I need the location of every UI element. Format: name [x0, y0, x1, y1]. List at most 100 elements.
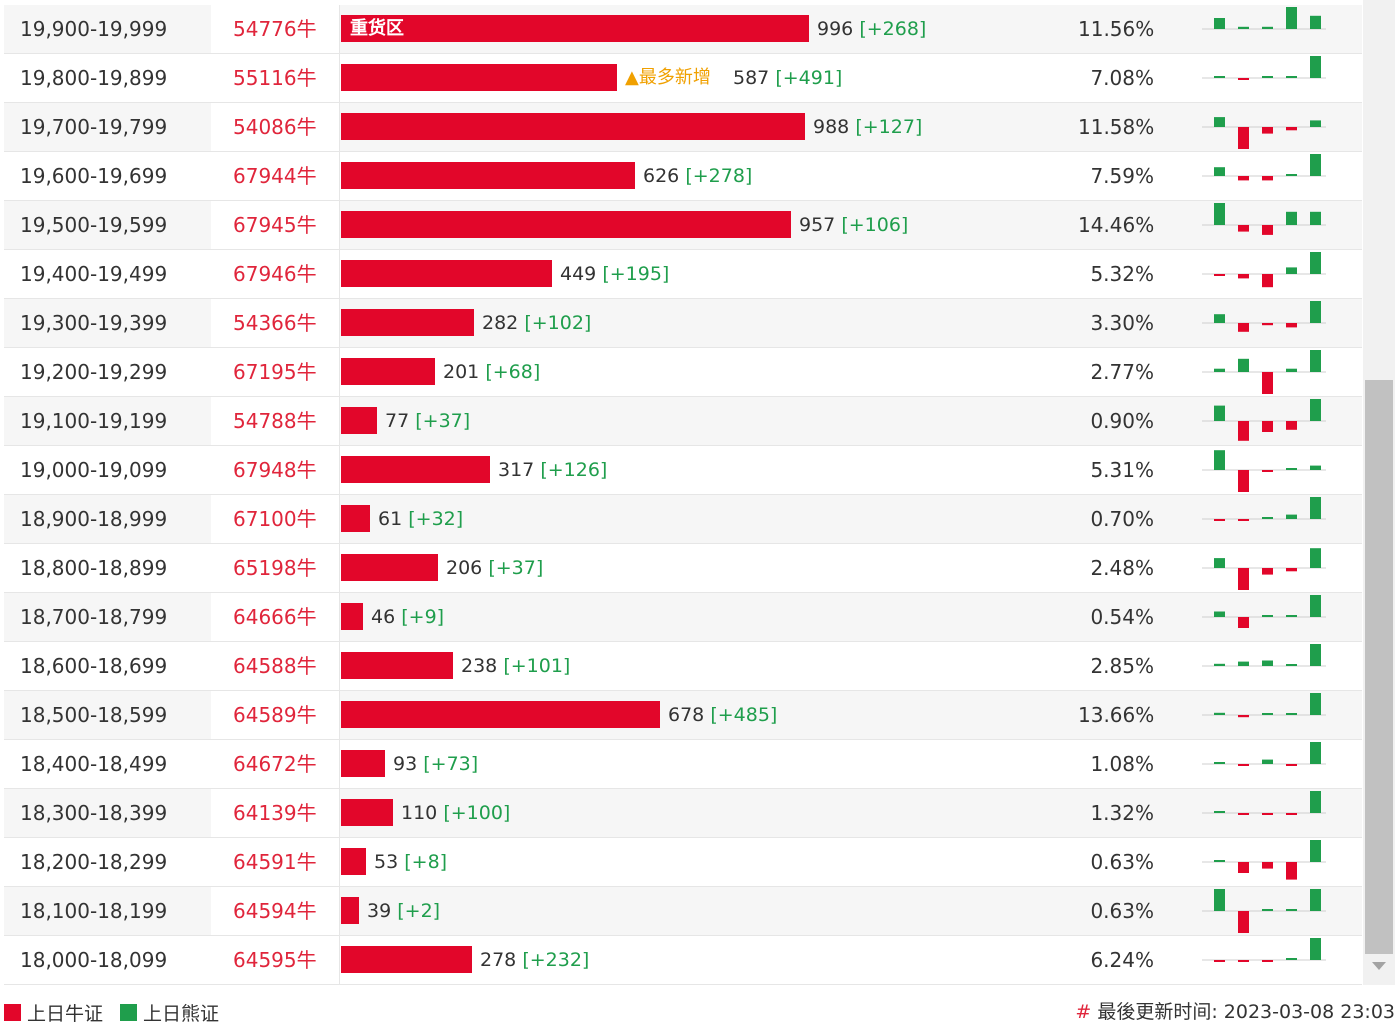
warrant-code-link[interactable]: 54788牛	[233, 409, 317, 433]
sparkline-bar	[1262, 960, 1273, 962]
count-change: [+101]	[503, 655, 571, 677]
warrant-code-link[interactable]: 67948牛	[233, 458, 317, 482]
volume-bar	[341, 652, 453, 679]
code-cell-background	[211, 593, 339, 641]
trend-sparkline	[1202, 252, 1326, 288]
code-cell-background	[211, 544, 339, 592]
code-cell-background	[211, 887, 339, 935]
sparkline-bar	[1214, 76, 1225, 78]
sparkline-bar	[1310, 301, 1321, 323]
price-range: 18,500-18,599	[20, 703, 168, 727]
code-cell-background	[211, 642, 339, 690]
warrant-code-link[interactable]: 67195牛	[233, 360, 317, 384]
sparkline-bar	[1214, 960, 1225, 962]
price-range: 18,200-18,299	[20, 850, 168, 874]
count-text: 61 [+32]	[378, 495, 463, 543]
sparkline-bar	[1214, 519, 1225, 521]
sparkline-bar	[1262, 517, 1273, 519]
warrant-code-link[interactable]: 67946牛	[233, 262, 317, 286]
warrant-code-link[interactable]: 65198牛	[233, 556, 317, 580]
trend-sparkline	[1202, 840, 1326, 880]
warrant-code-link[interactable]: 54776牛	[233, 17, 317, 41]
sparkline-bar	[1286, 813, 1297, 815]
warrant-code-link[interactable]: 64591牛	[233, 850, 317, 874]
sparkline-bar	[1214, 450, 1225, 470]
price-range: 19,900-19,999	[20, 17, 168, 41]
volume-bar	[341, 162, 635, 189]
warrant-code-link[interactable]: 64666牛	[233, 605, 317, 629]
sparkline-bar	[1262, 76, 1273, 78]
sparkline-bar	[1238, 78, 1249, 80]
warrant-code-link[interactable]: 67944牛	[233, 164, 317, 188]
trend-sparkline	[1202, 791, 1326, 815]
count-change: [+37]	[415, 410, 471, 432]
sparkline-bar	[1262, 421, 1273, 432]
warrant-code-link[interactable]: 64672牛	[233, 752, 317, 776]
percentage: 1.32%	[1090, 801, 1154, 825]
price-range: 18,900-18,999	[20, 507, 168, 531]
warrant-code-link[interactable]: 64588牛	[233, 654, 317, 678]
trend-sparkline	[1202, 117, 1326, 149]
count-text: 53 [+8]	[374, 838, 447, 886]
sparkline-bar	[1214, 712, 1225, 715]
sparkline-bar	[1238, 911, 1249, 933]
warrant-code-link[interactable]: 64594牛	[233, 899, 317, 923]
warrant-code-link[interactable]: 54366牛	[233, 311, 317, 335]
count-value: 110	[401, 802, 438, 824]
count-text: 988 [+127]	[813, 103, 922, 151]
warrant-code-link[interactable]: 54086牛	[233, 115, 317, 139]
trend-sparkline	[1202, 497, 1326, 521]
code-cell-background	[211, 103, 339, 151]
count-value: 587	[733, 67, 770, 89]
percentage: 2.77%	[1090, 360, 1154, 384]
price-range: 19,600-19,699	[20, 164, 168, 188]
sparkline-bar	[1262, 274, 1273, 288]
sparkline-bar	[1286, 76, 1297, 78]
legend-bear-label: 上日熊证	[143, 1002, 220, 1025]
bear-swatch-icon	[120, 1003, 138, 1021]
table-row: 19,700-19,799 54086牛 988 [+127] 11.58%	[4, 103, 1362, 152]
price-range: 18,100-18,199	[20, 899, 168, 923]
warrant-code-link[interactable]: 64595牛	[233, 948, 317, 972]
warrant-code-link[interactable]: 67100牛	[233, 507, 317, 531]
percentage: 7.08%	[1090, 66, 1154, 90]
sparkline-bar	[1238, 617, 1249, 628]
count-value: 988	[813, 116, 850, 138]
sparkline-bar	[1286, 174, 1297, 176]
percentage: 11.58%	[1078, 115, 1155, 139]
price-range: 19,700-19,799	[20, 115, 168, 139]
count-text: 77 [+37]	[385, 397, 470, 445]
warrant-code-link[interactable]: 64139牛	[233, 801, 317, 825]
code-cell-background	[211, 348, 339, 396]
count-value: 278	[480, 949, 517, 971]
sparkline-bar	[1310, 497, 1321, 519]
table-row: 18,000-18,099 64595牛 278 [+232] 6.24%	[4, 936, 1362, 985]
warrant-code-link[interactable]: 67945牛	[233, 213, 317, 237]
price-range: 19,100-19,199	[20, 409, 168, 433]
count-text: 206 [+37]	[446, 544, 543, 592]
code-cell-background	[211, 397, 339, 445]
volume-bar	[341, 113, 805, 140]
table-row: 19,900-19,999 54776牛 重货区 996 [+268] 11.56%	[4, 5, 1362, 54]
legend-item-bull: 上日牛证	[4, 999, 103, 1026]
price-range: 19,300-19,399	[20, 311, 168, 335]
sparkline-bar	[1286, 211, 1297, 225]
scrollbar-thumb[interactable]	[1365, 380, 1393, 954]
price-range: 18,000-18,099	[20, 948, 168, 972]
warrant-code-link[interactable]: 64589牛	[233, 703, 317, 727]
sparkline-bar	[1238, 127, 1249, 149]
warrant-code-link[interactable]: 55116牛	[233, 66, 317, 90]
count-change: [+485]	[710, 704, 778, 726]
table-row: 19,600-19,699 67944牛 626 [+278] 7.59%	[4, 152, 1362, 201]
count-change: [+2]	[397, 900, 441, 922]
table-row: 19,300-19,399 54366牛 282 [+102] 3.30%	[4, 299, 1362, 348]
sparkline-bar	[1310, 120, 1321, 127]
count-value: 957	[799, 214, 836, 236]
count-change: [+127]	[855, 116, 923, 138]
scroll-down-arrow-icon[interactable]	[1372, 962, 1386, 970]
volume-bar	[341, 309, 474, 336]
sparkline-bar	[1238, 176, 1249, 181]
trend-sparkline	[1202, 938, 1326, 962]
trend-sparkline	[1202, 450, 1326, 492]
sparkline-bar	[1238, 715, 1249, 718]
